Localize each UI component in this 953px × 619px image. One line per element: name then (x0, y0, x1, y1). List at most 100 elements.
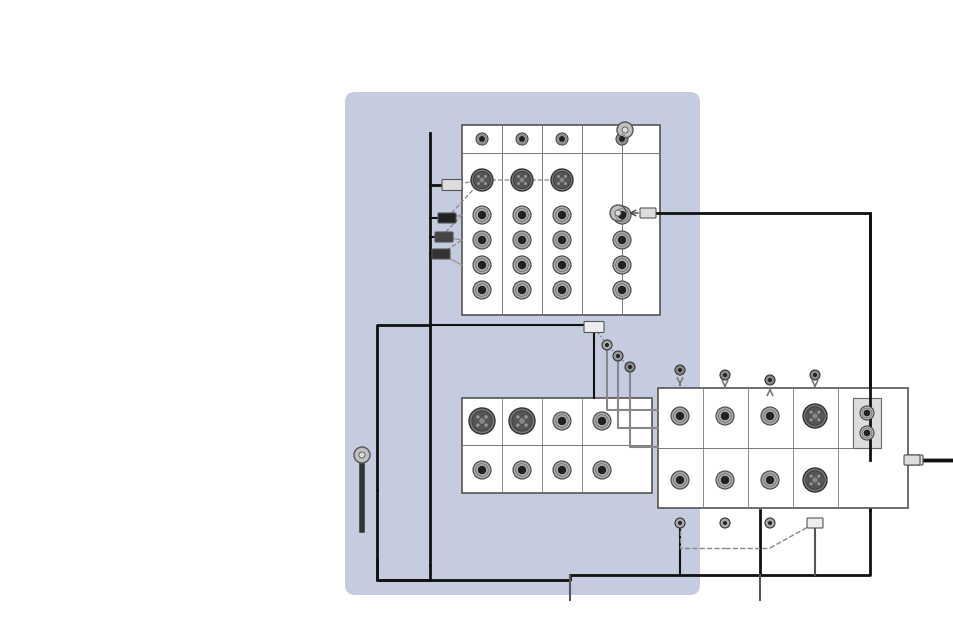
Circle shape (476, 423, 479, 427)
Circle shape (476, 133, 488, 145)
Circle shape (558, 466, 565, 474)
Circle shape (553, 412, 571, 430)
Circle shape (512, 411, 532, 431)
Circle shape (523, 175, 526, 178)
Circle shape (670, 471, 688, 489)
Circle shape (553, 461, 571, 479)
Circle shape (627, 365, 631, 369)
Circle shape (764, 518, 774, 528)
Circle shape (558, 211, 565, 219)
Bar (852, 398, 880, 448)
Circle shape (670, 407, 688, 425)
Circle shape (558, 261, 565, 269)
Circle shape (618, 211, 625, 219)
Bar (658, 388, 907, 508)
Circle shape (557, 182, 559, 185)
Circle shape (618, 286, 625, 294)
Circle shape (613, 206, 630, 224)
Circle shape (722, 521, 726, 525)
Circle shape (558, 417, 565, 425)
Circle shape (720, 412, 728, 420)
Circle shape (558, 236, 565, 244)
Circle shape (809, 482, 812, 485)
Bar (461, 398, 651, 493)
Circle shape (618, 261, 625, 269)
Circle shape (476, 175, 479, 178)
Circle shape (523, 182, 526, 185)
Circle shape (675, 518, 684, 528)
Circle shape (765, 476, 773, 484)
Circle shape (524, 423, 527, 427)
FancyBboxPatch shape (906, 455, 923, 465)
Circle shape (720, 476, 728, 484)
Circle shape (469, 408, 495, 434)
FancyBboxPatch shape (345, 92, 700, 595)
Circle shape (513, 461, 531, 479)
Circle shape (473, 206, 491, 224)
Circle shape (553, 206, 571, 224)
Circle shape (809, 418, 812, 422)
Circle shape (517, 211, 525, 219)
Circle shape (553, 281, 571, 299)
Bar (461, 125, 659, 315)
FancyBboxPatch shape (432, 249, 450, 259)
Circle shape (760, 407, 779, 425)
Circle shape (516, 133, 527, 145)
Circle shape (553, 231, 571, 249)
Circle shape (593, 461, 610, 479)
Circle shape (613, 231, 630, 249)
Circle shape (804, 407, 823, 425)
Circle shape (519, 136, 524, 142)
Circle shape (809, 370, 820, 380)
Circle shape (809, 475, 812, 478)
Circle shape (473, 171, 490, 189)
Circle shape (556, 133, 567, 145)
Circle shape (678, 368, 681, 372)
Circle shape (473, 281, 491, 299)
Circle shape (676, 476, 683, 484)
Circle shape (760, 471, 779, 489)
Circle shape (802, 468, 826, 492)
Circle shape (804, 470, 823, 490)
Circle shape (509, 408, 535, 434)
FancyBboxPatch shape (441, 180, 461, 191)
Circle shape (678, 521, 681, 525)
Circle shape (483, 175, 486, 178)
Circle shape (863, 430, 869, 436)
Circle shape (516, 415, 519, 418)
Circle shape (513, 171, 530, 189)
Circle shape (517, 261, 525, 269)
FancyBboxPatch shape (435, 232, 453, 242)
Circle shape (767, 378, 771, 382)
Circle shape (613, 256, 630, 274)
Circle shape (802, 404, 826, 428)
Circle shape (859, 406, 873, 420)
Circle shape (513, 281, 531, 299)
Circle shape (720, 370, 729, 380)
Circle shape (618, 136, 624, 142)
Circle shape (517, 236, 525, 244)
Circle shape (609, 205, 625, 221)
Circle shape (557, 175, 559, 178)
Circle shape (517, 466, 525, 474)
Circle shape (473, 231, 491, 249)
Circle shape (473, 256, 491, 274)
Circle shape (863, 410, 869, 416)
FancyBboxPatch shape (639, 208, 656, 218)
Circle shape (601, 340, 612, 350)
Circle shape (358, 452, 365, 458)
Circle shape (513, 206, 531, 224)
Circle shape (593, 412, 610, 430)
FancyBboxPatch shape (583, 321, 603, 332)
Circle shape (812, 477, 817, 483)
Circle shape (483, 182, 486, 185)
Circle shape (473, 461, 491, 479)
Circle shape (476, 415, 479, 418)
Circle shape (471, 169, 493, 191)
Circle shape (598, 466, 605, 474)
Circle shape (617, 122, 633, 138)
Circle shape (479, 178, 484, 183)
Circle shape (817, 418, 820, 422)
Circle shape (598, 417, 605, 425)
Circle shape (817, 410, 820, 413)
